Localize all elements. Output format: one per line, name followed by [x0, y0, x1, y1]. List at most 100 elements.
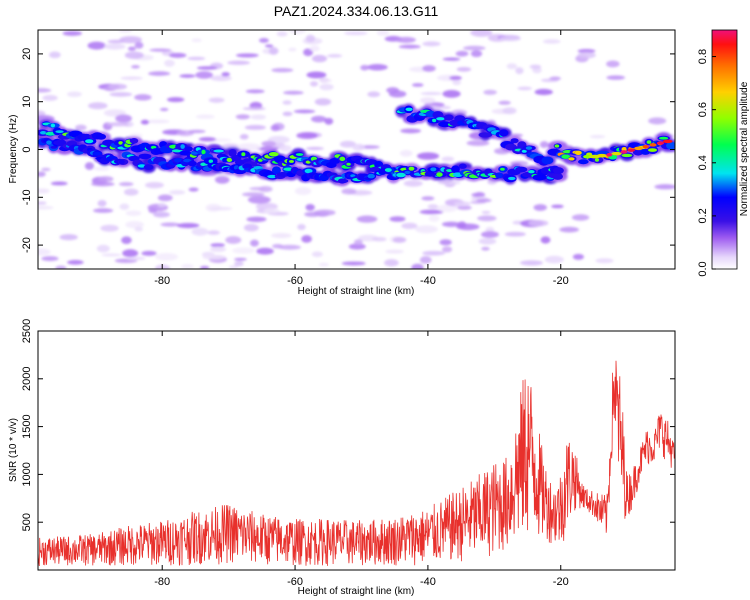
ridge-body — [478, 132, 493, 138]
spectrogram-speckle — [304, 211, 321, 217]
spectrogram-speckle — [157, 203, 167, 208]
spectrogram-speckle — [191, 38, 202, 43]
ridge-peak — [39, 130, 47, 135]
spectrogram-speckle — [303, 48, 314, 57]
spectrogram-speckle — [167, 97, 185, 103]
spectrogram-speckle — [353, 239, 363, 245]
spectrogram-speckle — [427, 204, 439, 209]
spectrogram-speckle — [388, 90, 407, 98]
spectrogram-speckle — [118, 30, 133, 33]
spectrogram-speckle — [107, 39, 126, 44]
spectrogram-speckle — [195, 114, 215, 119]
ridge-peak — [436, 172, 443, 177]
spectrogram-speckle — [235, 114, 250, 120]
ridge-peak — [554, 144, 560, 148]
spectrogram-speckle — [234, 261, 244, 267]
spectrogram-speckle — [107, 83, 128, 90]
spectrogram-speckle — [145, 119, 170, 124]
ridge-peak — [118, 159, 125, 165]
y-tick-label: 500 — [21, 513, 33, 531]
spectrogram-speckle — [411, 263, 424, 269]
ridge-peak — [46, 140, 52, 145]
ridge-peak — [647, 148, 658, 152]
spectrogram-speckle — [442, 57, 461, 61]
spectrogram-speckle — [126, 256, 146, 261]
ridge-body — [495, 172, 504, 179]
spectrogram-speckle — [96, 244, 110, 253]
spectrogram-speckle — [134, 41, 144, 49]
ridge-peak — [305, 160, 311, 164]
ridge-peak — [621, 153, 633, 158]
spectrogram-speckle — [366, 64, 388, 71]
spectrogram-speckle — [123, 188, 139, 196]
spectrogram-speckle — [207, 230, 220, 235]
spectrogram-speckle — [153, 211, 171, 218]
spectrogram-speckle — [125, 221, 144, 229]
y-tick-label: 20 — [21, 48, 33, 60]
y-tick-label: 1000 — [21, 462, 33, 486]
spectrogram-speckle — [62, 30, 82, 36]
spectrogram-speckle — [401, 222, 418, 229]
ridge-peak — [436, 117, 445, 121]
ridge-peak — [500, 167, 505, 171]
spectrogram-speckle — [376, 30, 390, 36]
spectrogram-speckle — [449, 75, 462, 81]
y-tick-label: 10 — [21, 96, 33, 108]
ridge-body — [577, 159, 589, 165]
spectrogram-speckle — [270, 124, 280, 132]
spectrogram-speckle — [414, 225, 438, 234]
spectrogram-speckle — [422, 250, 446, 256]
spectrogram-speckle — [571, 214, 590, 221]
ridge-body — [515, 166, 528, 173]
spectrogram-speckle — [98, 176, 114, 182]
spectrogram-speckle — [506, 63, 518, 70]
spectrogram-speckle — [310, 115, 327, 123]
spectrogram-speckle — [399, 150, 413, 157]
x-tick-label: -20 — [553, 275, 569, 287]
spectrogram-speckle — [466, 140, 490, 146]
colorbar-tick-label: 0.4 — [697, 155, 709, 170]
x-tick-label: -20 — [553, 576, 569, 588]
spectrogram-speckle — [210, 75, 232, 82]
spectrogram-speckle — [539, 141, 549, 149]
ridge-peak — [268, 151, 279, 157]
snr-y-axis: 500 1000 1500 2000 2500 — [21, 319, 675, 531]
spectrogram-speckle — [101, 253, 122, 257]
ridge-body — [184, 146, 193, 152]
x-tick-label: -40 — [420, 576, 436, 588]
spectrogram-speckle — [648, 117, 667, 125]
colorbar-tick-label: 0.2 — [697, 208, 709, 223]
ridge-body — [510, 138, 519, 144]
spectrogram-speckle — [294, 187, 312, 196]
spectrogram-speckle — [572, 253, 585, 260]
y-tick-label: -10 — [21, 189, 33, 205]
spectrogram-speckle — [441, 156, 455, 162]
spectrogram-x-axis: -80 -60 -40 -20 — [154, 30, 569, 287]
x-tick-label: -80 — [154, 275, 170, 287]
snr-xlabel: Height of straight line (km) — [298, 586, 415, 597]
spectrogram-speckle — [520, 260, 543, 266]
spectrogram-speckle — [348, 243, 366, 250]
spectrogram-speckle — [305, 146, 324, 151]
spectrogram-speckle — [247, 195, 271, 204]
spectrogram-speckle — [352, 143, 365, 151]
spectrogram-speckle — [271, 67, 294, 73]
spectrogram-speckle — [395, 36, 416, 43]
spectrogram-speckle — [356, 215, 378, 223]
spectrogram-speckle — [577, 51, 596, 59]
spectrogram-heatmap — [38, 30, 675, 269]
spectrogram-speckle — [210, 243, 225, 248]
spectrogram-speckle — [249, 186, 266, 191]
spectrogram-xlabel: Height of straight line (km) — [298, 286, 415, 297]
spectrogram-speckle — [200, 265, 210, 269]
spectrogram-speckle — [439, 105, 451, 110]
spectrogram-speckle — [339, 140, 356, 148]
spectrogram-speckle — [75, 124, 87, 131]
spectrogram-speckle — [160, 222, 180, 227]
spectrogram-speckle — [208, 97, 225, 103]
spectrogram-speckle — [119, 203, 130, 210]
spectrogram-speckle — [277, 244, 302, 250]
ridge-peak — [594, 158, 600, 162]
ridge-peak — [118, 141, 123, 145]
spectrogram-speckle — [214, 175, 230, 184]
